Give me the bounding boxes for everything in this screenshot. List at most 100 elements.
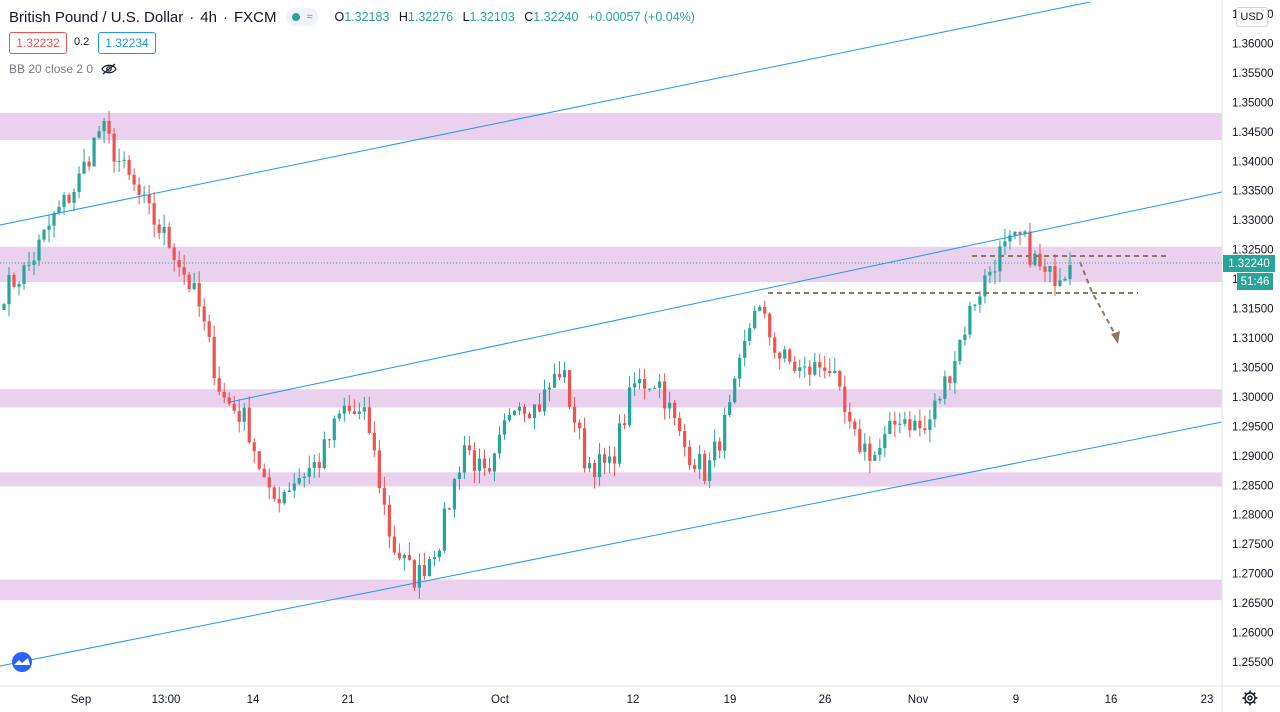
candle[interactable] (572, 396, 577, 433)
candle[interactable] (683, 424, 687, 457)
candle[interactable] (62, 192, 66, 215)
projection-path[interactable] (1079, 261, 1117, 337)
candle[interactable] (162, 214, 166, 246)
candle[interactable] (668, 391, 672, 419)
candle[interactable] (202, 298, 206, 331)
candle[interactable] (412, 559, 416, 592)
market-status[interactable]: ≈ (286, 8, 319, 26)
candle[interactable] (257, 451, 261, 471)
candle[interactable] (803, 356, 807, 378)
candle[interactable] (97, 125, 101, 139)
candle[interactable] (818, 353, 822, 378)
candle[interactable] (342, 397, 346, 422)
candle[interactable] (122, 151, 126, 169)
candle[interactable] (197, 271, 201, 317)
gear-icon[interactable] (1242, 690, 1258, 706)
candle[interactable] (617, 414, 622, 468)
candle[interactable] (212, 325, 216, 386)
candle[interactable] (42, 229, 46, 243)
candle[interactable] (903, 411, 907, 427)
candle[interactable] (387, 495, 391, 549)
candle[interactable] (442, 502, 447, 554)
candle[interactable] (317, 452, 321, 478)
candle[interactable] (87, 156, 91, 171)
candle[interactable] (567, 369, 572, 410)
candle[interactable] (357, 402, 361, 420)
candle[interactable] (743, 329, 747, 367)
candle[interactable] (527, 412, 532, 419)
candle[interactable] (908, 411, 912, 438)
candle[interactable] (958, 338, 962, 366)
candle[interactable] (713, 429, 717, 468)
candle[interactable] (833, 358, 837, 374)
candle[interactable] (157, 218, 161, 240)
candle[interactable] (1038, 243, 1042, 271)
candle[interactable] (863, 433, 867, 461)
candle[interactable] (928, 409, 932, 443)
candle[interactable] (52, 210, 56, 238)
candle[interactable] (763, 300, 767, 319)
candle[interactable] (643, 368, 647, 400)
candle[interactable] (497, 426, 502, 460)
candle[interactable] (232, 396, 236, 414)
candle[interactable] (187, 271, 191, 293)
candle[interactable] (147, 185, 151, 215)
candle[interactable] (653, 385, 657, 389)
candle[interactable] (462, 435, 467, 480)
candle[interactable] (998, 240, 1002, 283)
candle[interactable] (492, 452, 497, 482)
channel-lower-line[interactable] (0, 421, 1223, 667)
candle[interactable] (893, 411, 897, 438)
candle[interactable] (823, 355, 827, 379)
candle[interactable] (177, 250, 181, 277)
candle[interactable] (577, 419, 582, 440)
candle[interactable] (602, 447, 607, 474)
candle[interactable] (1008, 230, 1012, 250)
candle[interactable] (72, 188, 76, 212)
candle[interactable] (2, 303, 6, 311)
candle[interactable] (207, 314, 211, 343)
candle[interactable] (738, 353, 742, 387)
support-resistance-zone[interactable] (0, 389, 1222, 408)
buy-button[interactable]: 1.32234 (98, 32, 156, 54)
candle[interactable] (1003, 228, 1007, 255)
candle[interactable] (658, 373, 662, 399)
candle[interactable] (888, 411, 892, 435)
candle[interactable] (502, 413, 507, 440)
candle[interactable] (327, 438, 331, 449)
candle[interactable] (487, 457, 492, 474)
candle[interactable] (17, 281, 21, 296)
currency-button[interactable]: USD (1236, 7, 1268, 27)
interval-label[interactable]: 4h (200, 8, 217, 26)
candle[interactable] (292, 472, 296, 499)
candle[interactable] (12, 272, 16, 289)
candle[interactable] (798, 359, 802, 379)
candle[interactable] (507, 408, 512, 422)
candle[interactable] (92, 137, 96, 167)
candle[interactable] (302, 472, 306, 488)
candle[interactable] (663, 373, 667, 420)
candle[interactable] (217, 366, 221, 396)
candle[interactable] (267, 468, 271, 500)
candle[interactable] (172, 243, 176, 272)
candle[interactable] (838, 369, 842, 391)
candle[interactable] (753, 305, 757, 330)
candle[interactable] (873, 450, 877, 462)
candle[interactable] (142, 185, 146, 204)
candle[interactable] (948, 375, 952, 391)
candle[interactable] (362, 397, 366, 421)
candle[interactable] (1053, 254, 1057, 296)
candle[interactable] (718, 437, 722, 459)
eye-off-icon[interactable] (101, 63, 117, 75)
candle[interactable] (1063, 276, 1067, 281)
candle[interactable] (297, 468, 301, 486)
candle[interactable] (582, 417, 587, 473)
candle[interactable] (698, 444, 702, 480)
candle[interactable] (592, 459, 597, 489)
candle[interactable] (768, 312, 772, 346)
candle[interactable] (1013, 231, 1017, 240)
candle[interactable] (708, 452, 712, 489)
candle[interactable] (27, 252, 31, 271)
candle[interactable] (793, 356, 797, 374)
candle[interactable] (337, 410, 341, 422)
